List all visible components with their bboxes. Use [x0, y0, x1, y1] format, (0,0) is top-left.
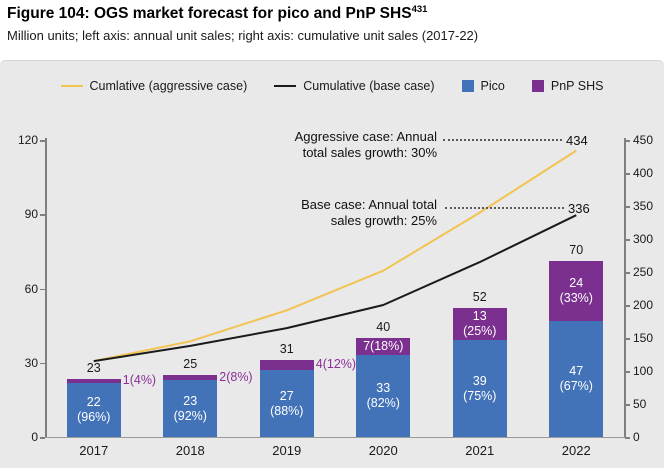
right-axis-label-400: 400 [633, 166, 654, 180]
bar-2018-pico-label: 23 (92%) [173, 393, 207, 423]
right-axis-line [624, 138, 626, 438]
base-end-value: 336 [568, 201, 590, 216]
aggressive-leader-line [443, 139, 562, 141]
bar-2021-pnp-segment [452, 308, 507, 341]
right-axis-label-350: 350 [633, 199, 654, 213]
right-axis-label-100: 100 [633, 364, 654, 378]
bar-2021-pico-segment [452, 340, 507, 437]
bar-2019-pico-segment [259, 370, 314, 437]
right-axis-label-0: 0 [633, 430, 640, 444]
x-axis-label-2019: 2019 [272, 443, 302, 458]
bar-2020-pico-label: 33 (82%) [366, 381, 400, 411]
bar-2022-pnp-segment [549, 261, 604, 321]
x-axis-line [45, 437, 625, 439]
right-axis-tick-450 [625, 140, 630, 142]
x-axis-label-2022: 2022 [561, 443, 591, 458]
pnp-shs-swatch-icon [531, 80, 544, 92]
right-axis-tick-150 [625, 338, 630, 340]
chart-legend: Cumlative (aggressive case) Cumulative (… [0, 79, 664, 93]
bar-2021-pico-label: 39 (75%) [463, 373, 497, 403]
bar-2017-pnp-label: 1(4%) [122, 372, 157, 387]
left-axis-label-120: 120 [17, 133, 38, 147]
bar-2021-pnp-label: 13 (25%) [463, 309, 497, 339]
bar-2020-pnp-segment [356, 338, 411, 356]
legend-label: Pico [480, 79, 505, 93]
page-title: Figure 104: OGS market forecast for pico… [7, 4, 427, 23]
right-axis-label-50: 50 [633, 397, 647, 411]
bar-2022-pico-segment [549, 320, 604, 437]
aggressive-end-value: 434 [566, 133, 588, 148]
bar-2020-total-label: 40 [376, 320, 391, 334]
right-axis-tick-300 [625, 239, 630, 241]
right-axis-tick-250 [625, 272, 630, 274]
right-axis-tick-350 [625, 206, 630, 208]
bar-2018-pico-segment [163, 380, 218, 437]
bar-2017-pico-segment [66, 382, 121, 437]
right-axis-tick-0 [625, 437, 630, 439]
annotation-line: Aggressive case: Annual [294, 129, 437, 144]
right-axis-tick-50 [625, 404, 630, 406]
annotation-line: Base case: Annual total [301, 197, 437, 212]
bar-2019-pnp-segment [259, 360, 314, 371]
bar-2021-total-label: 52 [472, 290, 487, 305]
legend-label: Cumlative (aggressive case) [89, 79, 248, 93]
left-axis-tick-120 [40, 140, 45, 142]
right-axis-label-450: 450 [633, 133, 654, 147]
left-axis-label-30: 30 [24, 355, 38, 370]
left-axis-tick-0 [40, 437, 45, 439]
pico-swatch-icon [461, 80, 474, 92]
bar-2018-pnp-segment [163, 375, 218, 381]
bar-2017-pnp-segment [66, 378, 121, 383]
annotation-aggressive-case: Aggressive case: Annual total sales grow… [207, 129, 437, 160]
x-axis-label-2017: 2017 [79, 443, 109, 458]
bar-2019-pnp-label: 4(12%) [315, 357, 357, 372]
bar-2022-pnp-label: 24 (33%) [559, 275, 593, 305]
legend-label: PnP SHS [550, 79, 604, 93]
figure-subtitle: Million units; left axis: annual unit sa… [7, 28, 479, 43]
bar-2020-pico-segment [356, 355, 411, 437]
annotation-line: sales growth: 25% [330, 212, 437, 228]
x-axis-label-2021: 2021 [465, 443, 495, 458]
bar-2018-pnp-label: 2(8%) [219, 369, 253, 384]
footnote-ref: 431 [411, 4, 428, 15]
left-axis-tick-30 [40, 362, 45, 365]
aggressive-line-marker-icon [60, 84, 83, 88]
right-axis-tick-200 [625, 305, 630, 307]
bar-2020-pnp-label: 7(18%) [363, 339, 404, 354]
legend-label: Cumulative (base case) [303, 79, 435, 93]
right-axis-label-250: 250 [633, 265, 654, 279]
bar-2022-pico-label: 47 (67%) [559, 363, 593, 393]
left-axis-line [45, 138, 47, 438]
annotation-line: total sales growth: 30% [302, 144, 437, 160]
figure-title-text: Figure 104: OGS market forecast for pico… [7, 5, 412, 23]
right-axis-label-150: 150 [633, 331, 654, 345]
base-line-marker-icon [274, 84, 297, 88]
legend-item-pnp-shs: PnP SHS [531, 79, 604, 93]
bar-2022-total-label: 70 [569, 243, 584, 258]
legend-item-aggressive: Cumlative (aggressive case) [60, 79, 248, 93]
legend-item-pico: Pico [461, 79, 505, 93]
x-axis-label-2018: 2018 [175, 443, 205, 458]
bar-2017-pico-label: 22 (96%) [77, 394, 111, 424]
right-axis-label-200: 200 [633, 298, 654, 312]
bar-2017-total-label: 23 [86, 360, 101, 375]
left-axis-label-90: 90 [24, 207, 38, 222]
legend-item-base: Cumulative (base case) [274, 79, 435, 93]
left-axis-tick-90 [40, 214, 45, 216]
x-axis-label-2020: 2020 [368, 443, 398, 458]
left-axis-label-0: 0 [31, 430, 38, 444]
left-axis-label-60: 60 [24, 281, 38, 296]
right-axis-tick-100 [625, 371, 630, 373]
annotation-base-case: Base case: Annual total sales growth: 25… [207, 197, 437, 228]
right-axis-label-300: 300 [633, 232, 654, 246]
left-axis-tick-60 [40, 288, 45, 290]
bar-2018-total-label: 25 [183, 357, 198, 372]
right-axis-tick-400 [625, 173, 630, 175]
bar-2019-pico-label: 27 (88%) [270, 388, 304, 418]
base-leader-line [445, 207, 564, 209]
bar-2019-total-label: 31 [279, 342, 294, 357]
